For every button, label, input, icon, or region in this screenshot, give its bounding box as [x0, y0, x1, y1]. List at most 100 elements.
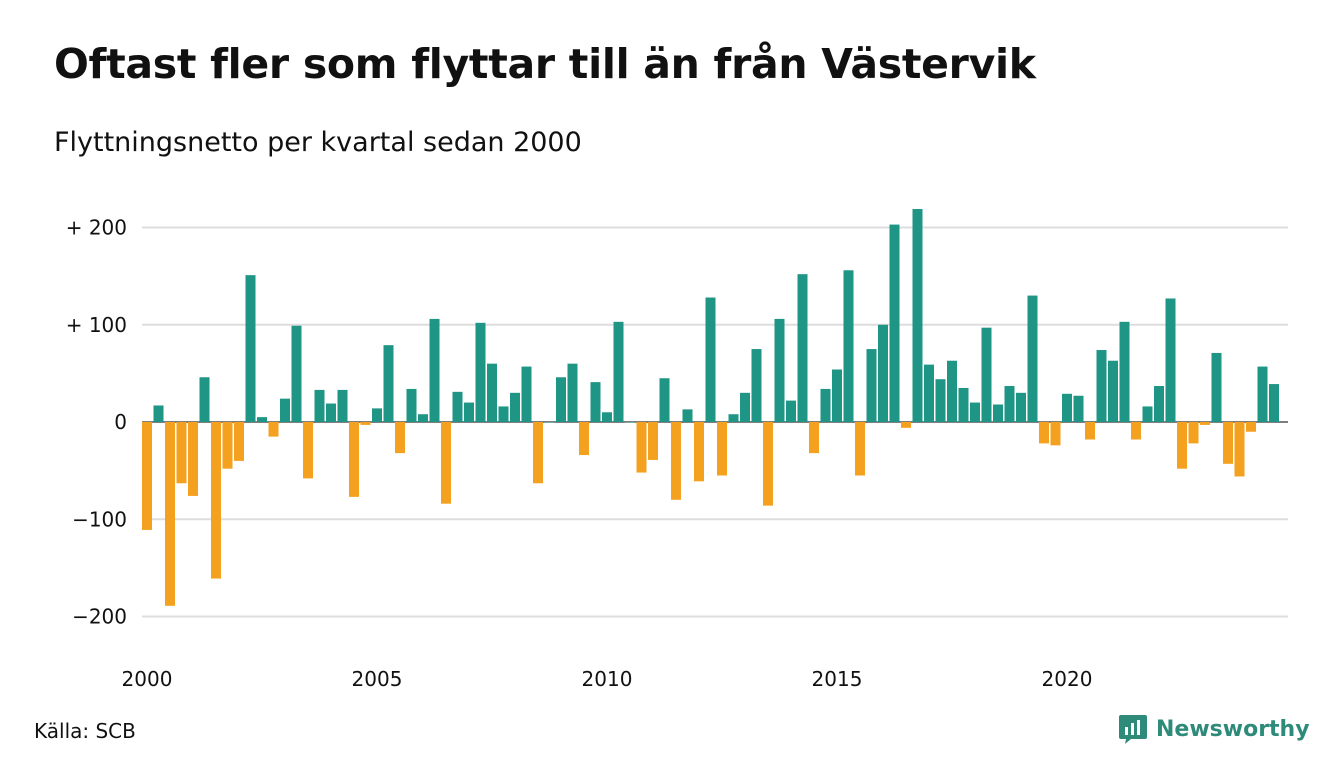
y-tick-label: −100 — [72, 507, 127, 531]
bar — [590, 382, 601, 422]
bar — [1062, 393, 1072, 422]
bar — [349, 422, 359, 497]
bar — [682, 409, 693, 422]
bar — [1154, 386, 1164, 422]
bar — [441, 422, 451, 504]
bar — [1188, 422, 1199, 444]
bar — [360, 422, 371, 425]
bar — [1257, 366, 1268, 422]
bar — [636, 422, 647, 473]
bar — [832, 369, 842, 423]
bar — [1027, 295, 1038, 422]
bar — [705, 297, 716, 422]
y-tick-label: 0 — [114, 410, 127, 434]
bar — [142, 422, 152, 530]
bar — [464, 402, 474, 422]
bar — [1142, 406, 1153, 422]
bar — [579, 422, 589, 456]
bar — [165, 422, 175, 606]
bar — [1096, 350, 1107, 422]
bar — [498, 406, 509, 422]
y-tick-label: + 100 — [66, 313, 127, 337]
bar — [1050, 422, 1061, 446]
bar — [717, 422, 727, 476]
bar — [809, 422, 819, 454]
bar — [1165, 298, 1176, 422]
bar — [740, 392, 750, 422]
bar — [257, 417, 267, 422]
newsworthy-logo[interactable]: Newsworthy — [1118, 713, 1310, 745]
bar — [1131, 422, 1141, 440]
bar — [326, 403, 336, 422]
bar — [1108, 360, 1118, 422]
bar — [176, 422, 187, 484]
bar — [935, 379, 946, 422]
bar — [418, 414, 428, 422]
bar — [613, 321, 624, 422]
bar — [1200, 422, 1210, 425]
bar — [1246, 422, 1256, 432]
bar — [671, 422, 681, 500]
bar — [510, 392, 520, 422]
bar — [763, 422, 773, 506]
bar — [797, 274, 808, 422]
bar — [222, 422, 233, 469]
bar — [268, 422, 279, 437]
bar — [866, 349, 877, 422]
bar — [280, 398, 290, 422]
bar — [533, 422, 543, 484]
bar — [947, 360, 957, 422]
bar — [889, 224, 900, 422]
bar — [993, 404, 1003, 422]
x-tick-label: 2015 — [812, 667, 863, 691]
bar — [406, 388, 417, 422]
bar — [981, 327, 992, 422]
bar — [786, 400, 796, 422]
bars — [142, 209, 1279, 606]
bar — [958, 387, 969, 422]
brand-name: Newsworthy — [1156, 716, 1310, 742]
axes: + 200 + 100 0 −100 −200 2000 2005 2010 2015 2020 — [66, 216, 1093, 692]
chart-subtitle: Flyttningsnetto per kvartal sedan 2000 — [54, 127, 582, 158]
bar — [820, 388, 831, 422]
y-tick-label: + 200 — [66, 216, 127, 240]
bar — [694, 422, 704, 482]
bar — [843, 270, 854, 422]
bar — [855, 422, 865, 476]
bar — [383, 345, 394, 422]
bar — [452, 391, 463, 422]
chart-title: Oftast fler som flyttar till än från Väs… — [54, 40, 1036, 88]
bar — [234, 422, 244, 461]
bar — [878, 324, 888, 422]
x-tick-label: 2020 — [1042, 667, 1093, 691]
y-tick-label: −200 — [72, 605, 127, 629]
bar — [544, 422, 555, 423]
bar — [199, 377, 210, 422]
bar — [303, 422, 313, 479]
bar — [188, 422, 198, 496]
bar — [211, 422, 221, 579]
bar — [659, 378, 670, 422]
bar — [625, 422, 635, 423]
bar — [1073, 395, 1084, 422]
bar — [774, 318, 785, 422]
x-tick-label: 2000 — [122, 667, 173, 691]
bar — [337, 389, 348, 422]
bar — [556, 377, 566, 422]
bar — [245, 275, 256, 422]
bar — [487, 363, 497, 422]
bar — [1269, 384, 1279, 422]
bar — [1234, 422, 1245, 477]
bar — [602, 412, 612, 422]
bar — [924, 364, 934, 422]
bar — [429, 318, 440, 422]
bar — [521, 366, 532, 422]
bar — [475, 322, 486, 423]
bar — [314, 389, 325, 422]
bar — [912, 209, 923, 422]
newsworthy-icon — [1119, 715, 1147, 744]
bar — [372, 408, 382, 422]
bar — [1016, 392, 1026, 422]
bar — [1223, 422, 1233, 464]
bar — [291, 325, 302, 422]
